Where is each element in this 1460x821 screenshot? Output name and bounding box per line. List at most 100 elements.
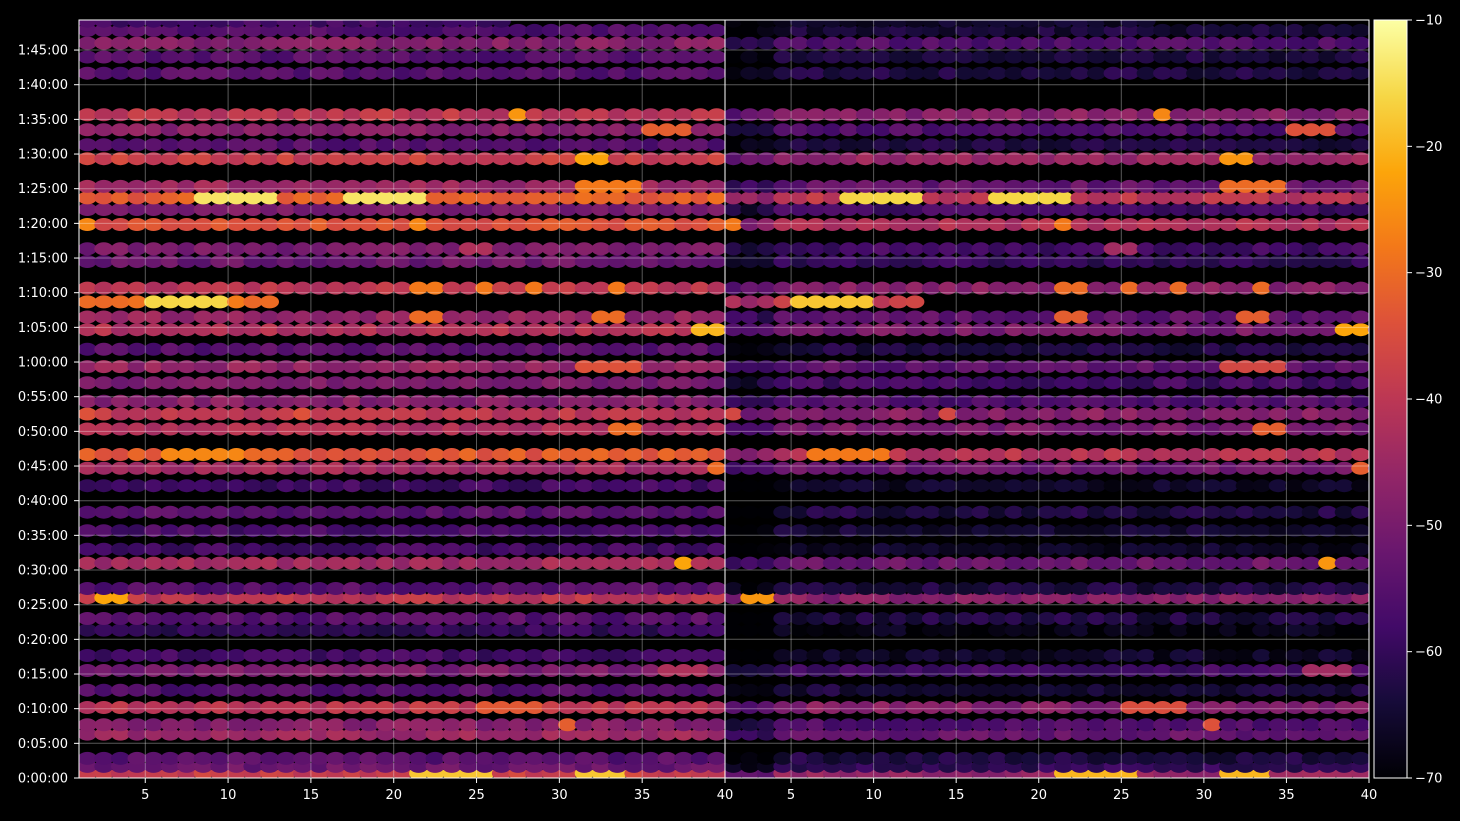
- heat-cell: [1037, 66, 1057, 80]
- heat-cell: [806, 20, 826, 28]
- heat-cell: [392, 36, 412, 50]
- heat-cell: [375, 323, 395, 337]
- heat-cell: [1252, 360, 1272, 374]
- heat-cell: [1120, 152, 1140, 166]
- heat-cell: [822, 108, 842, 122]
- heat-cell: [954, 582, 974, 595]
- heat-cell: [725, 591, 743, 605]
- heat-cell: [392, 152, 412, 166]
- heat-cell: [1103, 664, 1123, 677]
- heat-cell: [822, 751, 842, 765]
- heat-cell: [756, 727, 776, 741]
- heat-cell: [905, 23, 925, 37]
- heat-cell: [954, 108, 974, 122]
- heat-cell: [1153, 727, 1173, 741]
- heat-cell: [525, 448, 544, 461]
- heat-cell: [226, 360, 246, 374]
- heat-cell: [458, 242, 478, 256]
- heat-cell: [475, 50, 495, 64]
- heat-cell: [1351, 281, 1369, 295]
- heat-cell: [1268, 191, 1288, 205]
- heat-cell: [988, 727, 1007, 741]
- heat-cell: [375, 649, 395, 662]
- y-tick-label: 0:00:00: [18, 772, 68, 787]
- heat-cell: [938, 479, 958, 493]
- heat-cell: [1070, 751, 1090, 765]
- heat-cell: [1202, 152, 1222, 166]
- heat-cell: [872, 582, 892, 595]
- heat-cell: [1285, 718, 1305, 732]
- heat-cell: [988, 218, 1007, 231]
- heat-cell: [954, 727, 974, 741]
- heat-cell: [971, 542, 991, 556]
- heat-cell: [1351, 683, 1369, 697]
- heat-cell: [1351, 394, 1369, 408]
- heat-cell: [1235, 360, 1255, 374]
- heat-cell: [1070, 310, 1090, 324]
- heat-cell: [458, 23, 478, 37]
- heat-cell: [1268, 727, 1288, 741]
- heat-cell: [888, 108, 908, 122]
- heat-cell: [144, 556, 163, 570]
- heat-cell: [839, 448, 859, 461]
- heat-cell: [740, 281, 760, 295]
- heat-cell: [226, 152, 246, 166]
- heat-cell: [574, 649, 594, 662]
- heat-cell: [160, 422, 180, 436]
- heat-cell: [409, 376, 429, 390]
- heat-cell: [1186, 360, 1206, 374]
- heat-cell: [541, 718, 561, 732]
- heat-cell: [110, 591, 130, 605]
- x-tick-label: 10: [220, 788, 237, 803]
- heat-cell: [177, 191, 197, 205]
- y-tick-label: 1:10:00: [18, 286, 68, 301]
- heat-cell: [491, 20, 511, 28]
- heat-cell: [707, 542, 725, 556]
- heat-cell: [558, 448, 578, 461]
- heat-cell: [1153, 524, 1173, 538]
- heat-cell: [1235, 542, 1255, 556]
- heat-cell: [375, 281, 395, 295]
- heat-cell: [127, 683, 147, 697]
- heat-cell: [888, 20, 908, 28]
- heat-cell: [458, 479, 478, 493]
- heat-cell: [839, 461, 859, 475]
- heat-cell: [1351, 50, 1369, 64]
- heat-cell: [177, 323, 197, 337]
- heat-cell: [342, 255, 362, 268]
- heat-cell: [921, 422, 941, 436]
- heat-cell: [641, 683, 660, 697]
- heat-cell: [276, 718, 296, 732]
- heat-cell: [94, 295, 114, 309]
- y-tick-label: 0:40:00: [18, 494, 68, 509]
- heat-cell: [725, 66, 743, 80]
- heat-cell: [921, 66, 941, 80]
- heat-cell: [1219, 191, 1239, 205]
- heat-cell: [806, 727, 826, 741]
- heat-cell: [789, 50, 809, 64]
- heat-cell: [475, 448, 495, 461]
- heat-cell: [1202, 203, 1222, 216]
- heat-cell: [657, 360, 677, 374]
- heat-cell: [226, 310, 246, 324]
- heat-cell: [1103, 505, 1123, 519]
- heat-cell: [210, 108, 230, 122]
- heat-cell: [1252, 191, 1272, 205]
- heat-cell: [525, 394, 544, 408]
- heat-cell: [574, 123, 594, 137]
- heat-cell: [541, 751, 561, 765]
- heat-cell: [855, 461, 875, 475]
- heat-cell: [1021, 701, 1040, 714]
- heat-cell: [1153, 582, 1173, 595]
- heat-cell: [1351, 422, 1369, 436]
- heat-cell: [276, 582, 296, 595]
- heat-cell: [1004, 152, 1024, 166]
- heat-cell: [1037, 360, 1057, 374]
- heat-cell: [210, 542, 230, 556]
- heat-cell: [1334, 108, 1354, 122]
- heat-cell: [79, 649, 97, 662]
- heat-cell: [921, 542, 941, 556]
- heat-cell: [1301, 542, 1321, 556]
- heat-cell: [971, 556, 991, 570]
- heat-cell: [1252, 505, 1272, 519]
